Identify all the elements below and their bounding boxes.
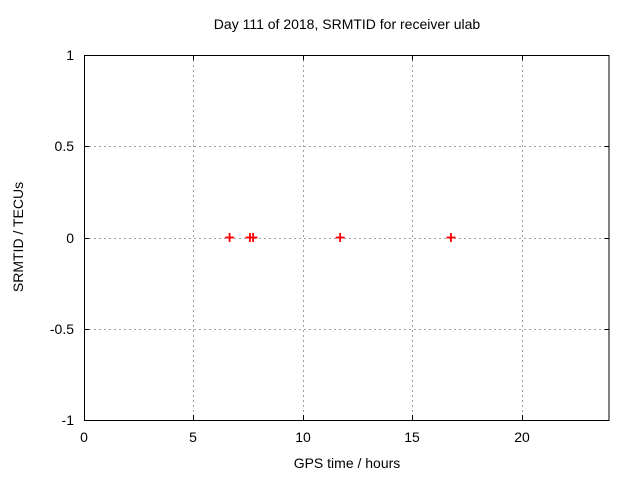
x-tick-label: 10: [295, 429, 311, 445]
x-tick-label: 15: [404, 429, 420, 445]
x-axis-label: GPS time / hours: [293, 455, 401, 471]
x-tick-label: 0: [80, 429, 88, 445]
chart-title: Day 111 of 2018, SRMTID for receiver ula…: [213, 16, 481, 32]
data-point-marker: [225, 233, 235, 242]
y-tick-label: -0.5: [49, 321, 74, 337]
data-point-marker: [248, 233, 258, 242]
x-tick-label: 5: [189, 429, 197, 445]
x-tick-label: 20: [514, 429, 530, 445]
data-point-marker: [335, 233, 345, 242]
y-tick-label: 0.5: [54, 138, 74, 154]
y-tick-label: 0: [66, 230, 74, 246]
data-point-marker: [446, 233, 456, 242]
y-tick-label: 1: [66, 47, 74, 63]
y-tick-label: -1: [61, 412, 74, 428]
